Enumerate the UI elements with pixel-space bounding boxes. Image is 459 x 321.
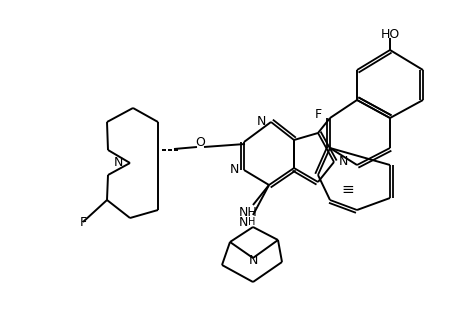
Text: N: N <box>248 254 257 266</box>
Text: O: O <box>195 136 205 150</box>
Text: F: F <box>79 216 86 230</box>
Text: N: N <box>229 163 239 177</box>
Text: N: N <box>113 157 123 169</box>
Text: H: H <box>247 217 255 227</box>
Text: N: N <box>256 116 265 128</box>
Text: NH: NH <box>238 205 257 219</box>
Text: ≡: ≡ <box>341 183 353 197</box>
Text: N: N <box>238 215 247 229</box>
Text: N: N <box>338 155 347 169</box>
Text: F: F <box>314 108 321 122</box>
Text: HO: HO <box>380 29 399 41</box>
